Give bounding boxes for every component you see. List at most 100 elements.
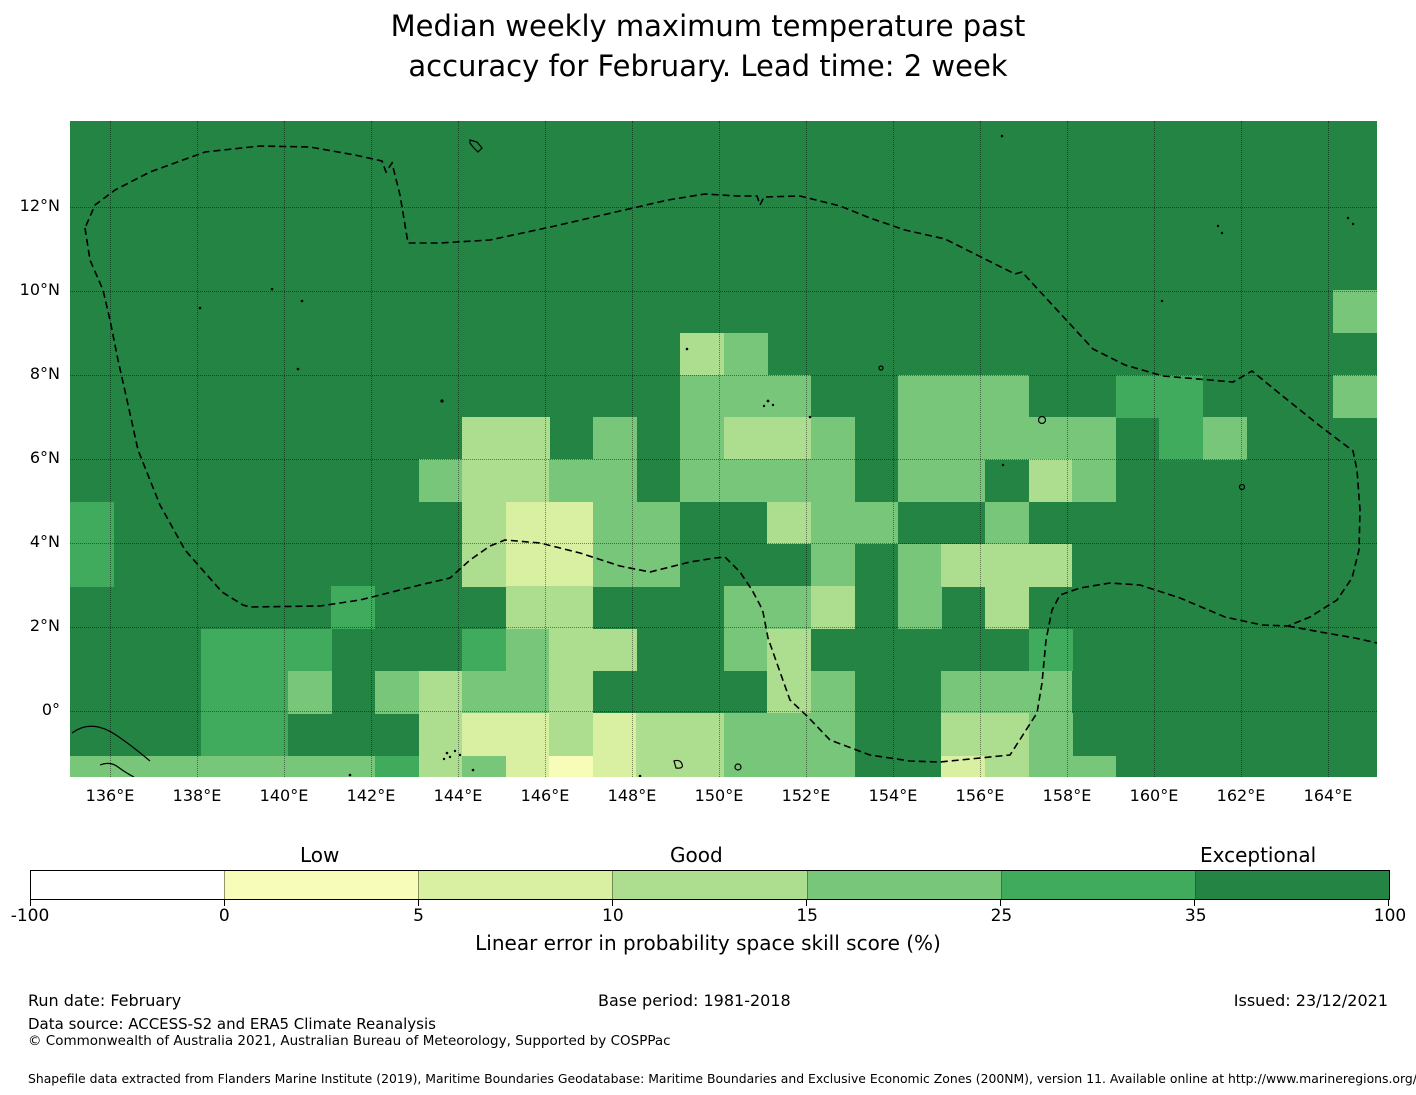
run-date-text: Run date: February xyxy=(28,991,182,1010)
issued-date-text: Issued: 23/12/2021 xyxy=(1233,991,1388,1010)
map-gridline-vertical xyxy=(197,121,198,777)
map-cell xyxy=(549,459,637,503)
map-cell xyxy=(679,459,855,503)
map-cell xyxy=(462,501,507,545)
map-cell xyxy=(418,755,463,777)
map-gridline-horizontal xyxy=(70,459,1377,460)
colorbar-tick-mark xyxy=(223,900,225,906)
x-axis-tick-label: 152°E xyxy=(781,786,831,805)
map-area xyxy=(70,121,1377,777)
map-gridline-vertical xyxy=(458,121,459,777)
map-cell xyxy=(1028,459,1073,503)
y-axis-tick-label: 0° xyxy=(41,700,60,719)
map-gridline-vertical xyxy=(893,121,894,777)
map-cell xyxy=(592,501,681,545)
copyright-text: © Commonwealth of Australia 2021, Austra… xyxy=(28,1033,671,1049)
map-cell xyxy=(897,374,1029,418)
map-cell xyxy=(549,670,594,714)
map-gridline-vertical xyxy=(1241,121,1242,777)
colorbar-segment xyxy=(418,871,613,899)
map-cell xyxy=(462,670,550,714)
colorbar-tick-label: 5 xyxy=(413,906,424,926)
map-gridline-horizontal xyxy=(70,207,1377,208)
map-cell xyxy=(723,586,812,630)
map-gridline-vertical xyxy=(1154,121,1155,777)
x-axis-tick-label: 138°E xyxy=(172,786,222,805)
colorbar-segment xyxy=(31,871,225,899)
chart-title-line-2: accuracy for February. Lead time: 2 week xyxy=(408,49,1008,83)
map-cell xyxy=(723,628,768,672)
map-cell xyxy=(1115,374,1204,418)
base-period-text: Base period: 1981-2018 xyxy=(598,991,791,1010)
map-cell xyxy=(679,374,812,418)
map-cell xyxy=(462,628,507,672)
map-cell xyxy=(1028,755,1117,777)
data-source-text: Data source: ACCESS-S2 and ERA5 Climate … xyxy=(28,1015,436,1033)
colorbar-tick-label: 0 xyxy=(218,906,230,926)
guam-island-outline xyxy=(469,139,483,153)
y-axis-tick-label: 10°N xyxy=(19,280,60,299)
map-cell xyxy=(505,628,550,672)
colorbar-segment xyxy=(1000,871,1195,899)
colorbar-tick-label: -100 xyxy=(10,906,50,926)
map-gridline-vertical xyxy=(632,121,633,777)
map-gridline-vertical xyxy=(545,121,546,777)
map-cell xyxy=(1028,628,1073,672)
map-gridline-horizontal xyxy=(70,291,1377,292)
y-axis-tick-label: 2°N xyxy=(29,616,60,635)
eez-boundary-tail xyxy=(1287,625,1377,644)
map-cell xyxy=(679,332,724,376)
colorbar-tick-label: 15 xyxy=(796,906,818,926)
colorbar-ticks: -100 0 5 10 15 25 35 100 xyxy=(11,906,1407,928)
colorbar-tick-mark xyxy=(30,900,31,906)
map-gridline-horizontal xyxy=(70,627,1377,628)
colorbar-tick-label: 25 xyxy=(990,906,1013,926)
map-cell xyxy=(505,544,594,587)
map-cell xyxy=(810,544,855,587)
map-cell xyxy=(70,501,115,545)
map-gridline-horizontal xyxy=(70,543,1377,544)
x-axis-tick-label: 158°E xyxy=(1042,786,1092,805)
map-cell xyxy=(200,713,289,756)
colorbar-tick-label: 100 xyxy=(1373,906,1407,926)
map-cell xyxy=(592,713,637,756)
colorbar-categories: Low Good Exceptional xyxy=(30,843,1390,867)
map-cell xyxy=(331,586,376,630)
island-outline xyxy=(878,365,884,371)
x-axis-tick-label: 156°E xyxy=(955,786,1005,805)
map-cell xyxy=(418,670,463,714)
colorbar-axis-label: Linear error in probability space skill … xyxy=(475,931,941,955)
map-cell xyxy=(200,670,289,714)
map-gridline-horizontal xyxy=(70,711,1377,712)
x-axis-tick-label: 146°E xyxy=(520,786,570,805)
map-cell xyxy=(941,544,1073,587)
x-axis-tick-label: 160°E xyxy=(1129,786,1179,805)
map-cell xyxy=(592,544,681,587)
map-cell xyxy=(418,713,463,756)
map-cell xyxy=(1333,290,1377,333)
map-gridline-vertical xyxy=(1328,121,1329,777)
colorbar-tick-mark xyxy=(612,900,613,906)
map-cell xyxy=(70,755,376,777)
map-cell xyxy=(897,459,986,503)
map-cell xyxy=(549,713,594,756)
map-cell xyxy=(723,755,855,777)
colorbar-tick-label: 10 xyxy=(602,906,624,926)
x-axis-tick-label: 148°E xyxy=(607,786,657,805)
map-cell xyxy=(723,713,855,756)
map-cell xyxy=(462,459,550,503)
map-cell xyxy=(767,628,812,672)
map-gridline-vertical xyxy=(284,121,285,777)
map-cell xyxy=(505,586,594,630)
map-cell xyxy=(810,417,855,460)
colorbar-tick-mark xyxy=(1388,900,1389,906)
map-cell xyxy=(941,713,1029,756)
map-cell xyxy=(636,755,724,777)
map-gridline-vertical xyxy=(719,121,720,777)
colorbar-tick-mark xyxy=(1000,900,1001,906)
map-gridline-vertical xyxy=(1067,121,1068,777)
map-cell xyxy=(810,670,855,714)
map-cell xyxy=(505,501,594,545)
map-cell xyxy=(984,586,1029,630)
map-cell xyxy=(723,332,768,376)
